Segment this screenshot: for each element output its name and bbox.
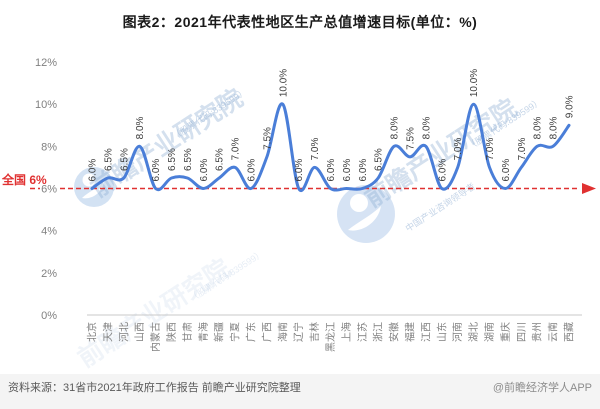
national-target-label: 全国 6% — [1, 172, 47, 187]
y-axis-labels: 0% 2% 4% 6% 8% 10% 12% — [35, 57, 59, 322]
x-category-label: 西藏 — [564, 322, 576, 342]
x-category-label: 新疆 — [213, 322, 226, 342]
data-label: 8.0% — [390, 116, 401, 139]
x-category-label: 重庆 — [499, 322, 512, 342]
data-label: 6.5% — [183, 148, 194, 171]
x-category-label: 甘肃 — [181, 322, 194, 342]
data-label: 6.5% — [119, 148, 130, 171]
data-label: 6.0% — [437, 159, 448, 182]
data-label: 6.5% — [215, 148, 226, 171]
x-category-label: 江苏 — [356, 322, 369, 342]
data-label: 6.5% — [167, 148, 178, 171]
data-label: 6.0% — [326, 159, 337, 182]
source-text: 资料来源：31省市2021年政府工作报告 前瞻产业研究院整理 — [8, 381, 301, 394]
data-label: 7.0% — [310, 138, 321, 161]
data-label: 10.0% — [278, 69, 289, 97]
x-category-label: 辽宁 — [292, 322, 305, 342]
y-tick-label: 2% — [41, 268, 57, 280]
x-category-label: 黑龙江 — [324, 322, 337, 352]
x-category-label: 吉林 — [308, 322, 321, 342]
tick-backplate — [40, 180, 59, 197]
data-label: 6.0% — [342, 159, 353, 182]
data-label: 7.0% — [231, 138, 242, 161]
data-label: 7.0% — [485, 138, 496, 161]
data-label: 7.0% — [517, 138, 528, 161]
x-category-label: 广东 — [245, 322, 258, 342]
data-label: 6.0% — [151, 159, 162, 182]
credit-text: @前瞻经济学人APP — [492, 381, 592, 394]
x-category-label: 安徽 — [388, 322, 401, 342]
x-category-label: 四川 — [517, 322, 528, 342]
source-bar: 资料来源：31省市2021年政府工作报告 前瞻产业研究院整理 @前瞻经济学人AP… — [0, 374, 600, 409]
x-category-label: 天津 — [102, 322, 114, 342]
x-category-label: 海南 — [276, 322, 289, 342]
x-category-label: 广西 — [261, 322, 273, 342]
data-label: 6.0% — [501, 159, 512, 182]
x-category-label: 北京 — [86, 322, 99, 342]
y-tick-label: 8% — [41, 141, 57, 153]
data-label: 9.0% — [565, 95, 576, 118]
data-label: 6.5% — [103, 148, 114, 171]
data-label: 8.0% — [421, 116, 432, 139]
data-label: 6.0% — [199, 159, 210, 182]
y-tick-label: 0% — [41, 310, 57, 322]
watermark-brand-text: 前瞻产业研究院 — [72, 253, 235, 373]
data-label: 6.0% — [358, 159, 369, 182]
x-category-label: 贵州 — [531, 322, 544, 342]
data-label: 6.0% — [294, 159, 305, 182]
x-category-label: 内蒙古 — [149, 322, 162, 352]
x-category-label: 湖北 — [468, 322, 480, 342]
page-title: 图表2：2021年代表性地区生产总值增速目标(单位：%) — [122, 14, 478, 30]
data-label: 6.5% — [374, 148, 385, 171]
x-category-label: 陕西 — [165, 322, 178, 342]
x-category-label: 福建 — [404, 322, 417, 342]
x-category-label: 宁夏 — [229, 322, 242, 342]
x-category-label: 江西 — [420, 322, 432, 342]
y-tick-label: 6% — [41, 184, 57, 196]
x-category-label: 河北 — [118, 322, 130, 342]
x-category-label: 山东 — [435, 322, 448, 342]
x-category-label: 山西 — [134, 322, 146, 342]
x-category-label: 上海 — [340, 322, 353, 342]
watermark-stamp-bottom: 前瞻产业研究院 （股票代码:839599） — [72, 248, 265, 373]
x-category-label: 云南 — [547, 322, 560, 342]
data-label: 7.5% — [262, 127, 273, 150]
data-label: 7.0% — [453, 138, 464, 161]
gdp-target-line-series — [90, 102, 571, 193]
national-target-line — [30, 183, 596, 194]
data-label: 6.0% — [247, 159, 258, 182]
data-label: 6.0% — [88, 159, 99, 182]
x-category-label: 河南 — [451, 322, 464, 342]
national-target-arrow — [582, 183, 596, 194]
y-tick-label: 10% — [35, 99, 57, 111]
prospective-logo-watermark — [337, 185, 395, 243]
data-label: 10.0% — [469, 69, 480, 97]
y-tick-label: 4% — [41, 226, 57, 238]
data-label: 8.0% — [549, 116, 560, 139]
x-category-label: 浙江 — [373, 322, 385, 342]
data-label: 8.0% — [533, 116, 544, 139]
x-category-label: 青海 — [197, 322, 210, 342]
y-tick-label: 12% — [35, 57, 57, 69]
data-label: 7.5% — [406, 127, 417, 150]
x-axis-labels: 北京 天津 河北 山西 内蒙古 陕西 甘肃 青海 新疆 宁夏 广东 广西 海南 辽宁 吉林 黑龙江 上海 江苏 浙江… — [86, 322, 576, 352]
x-category-label: 湖南 — [483, 322, 496, 342]
data-labels: 6.0% 6.5% 6.5% 8.0% 6.0% 6.5% 6.5% 6.0% 6.5% 7.0%… — [88, 69, 576, 182]
data-label: 8.0% — [135, 116, 146, 139]
